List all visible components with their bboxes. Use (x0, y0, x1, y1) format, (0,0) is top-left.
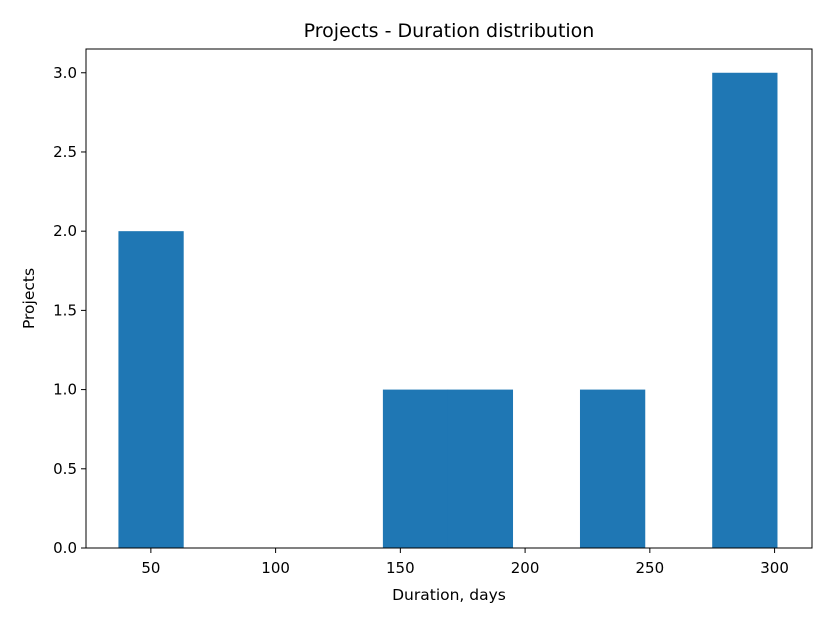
histogram-bar-4 (382, 389, 449, 548)
x-tick-label: 300 (760, 559, 789, 577)
histogram-bar-7 (579, 389, 646, 548)
y-tick-label: 0.0 (53, 539, 77, 557)
x-axis-ticks: 50 100 150 200 250 300 (141, 548, 789, 577)
x-tick-label: 150 (386, 559, 415, 577)
x-tick-label: 50 (141, 559, 160, 577)
y-axis-label: Projects (20, 268, 38, 329)
y-axis-ticks: 0.0 0.5 1.0 1.5 2.0 2.5 3.0 (53, 64, 86, 557)
y-tick-label: 3.0 (53, 64, 77, 82)
x-axis-label: Duration, days (392, 586, 506, 604)
bars-group (118, 72, 778, 549)
histogram-bar-5 (447, 389, 514, 548)
x-tick-label: 200 (511, 559, 540, 577)
chart-title: Projects - Duration distribution (304, 20, 595, 42)
x-tick-label: 250 (636, 559, 665, 577)
histogram-bar-9 (712, 72, 778, 548)
x-tick-label: 100 (261, 559, 290, 577)
histogram-bar-0 (118, 231, 184, 549)
y-tick-label: 1.0 (53, 381, 77, 399)
y-tick-label: 0.5 (53, 460, 77, 478)
y-tick-label: 1.5 (53, 301, 77, 319)
y-tick-label: 2.5 (53, 143, 77, 161)
y-tick-label: 2.0 (53, 222, 77, 240)
axes-frame (85, 48, 813, 549)
